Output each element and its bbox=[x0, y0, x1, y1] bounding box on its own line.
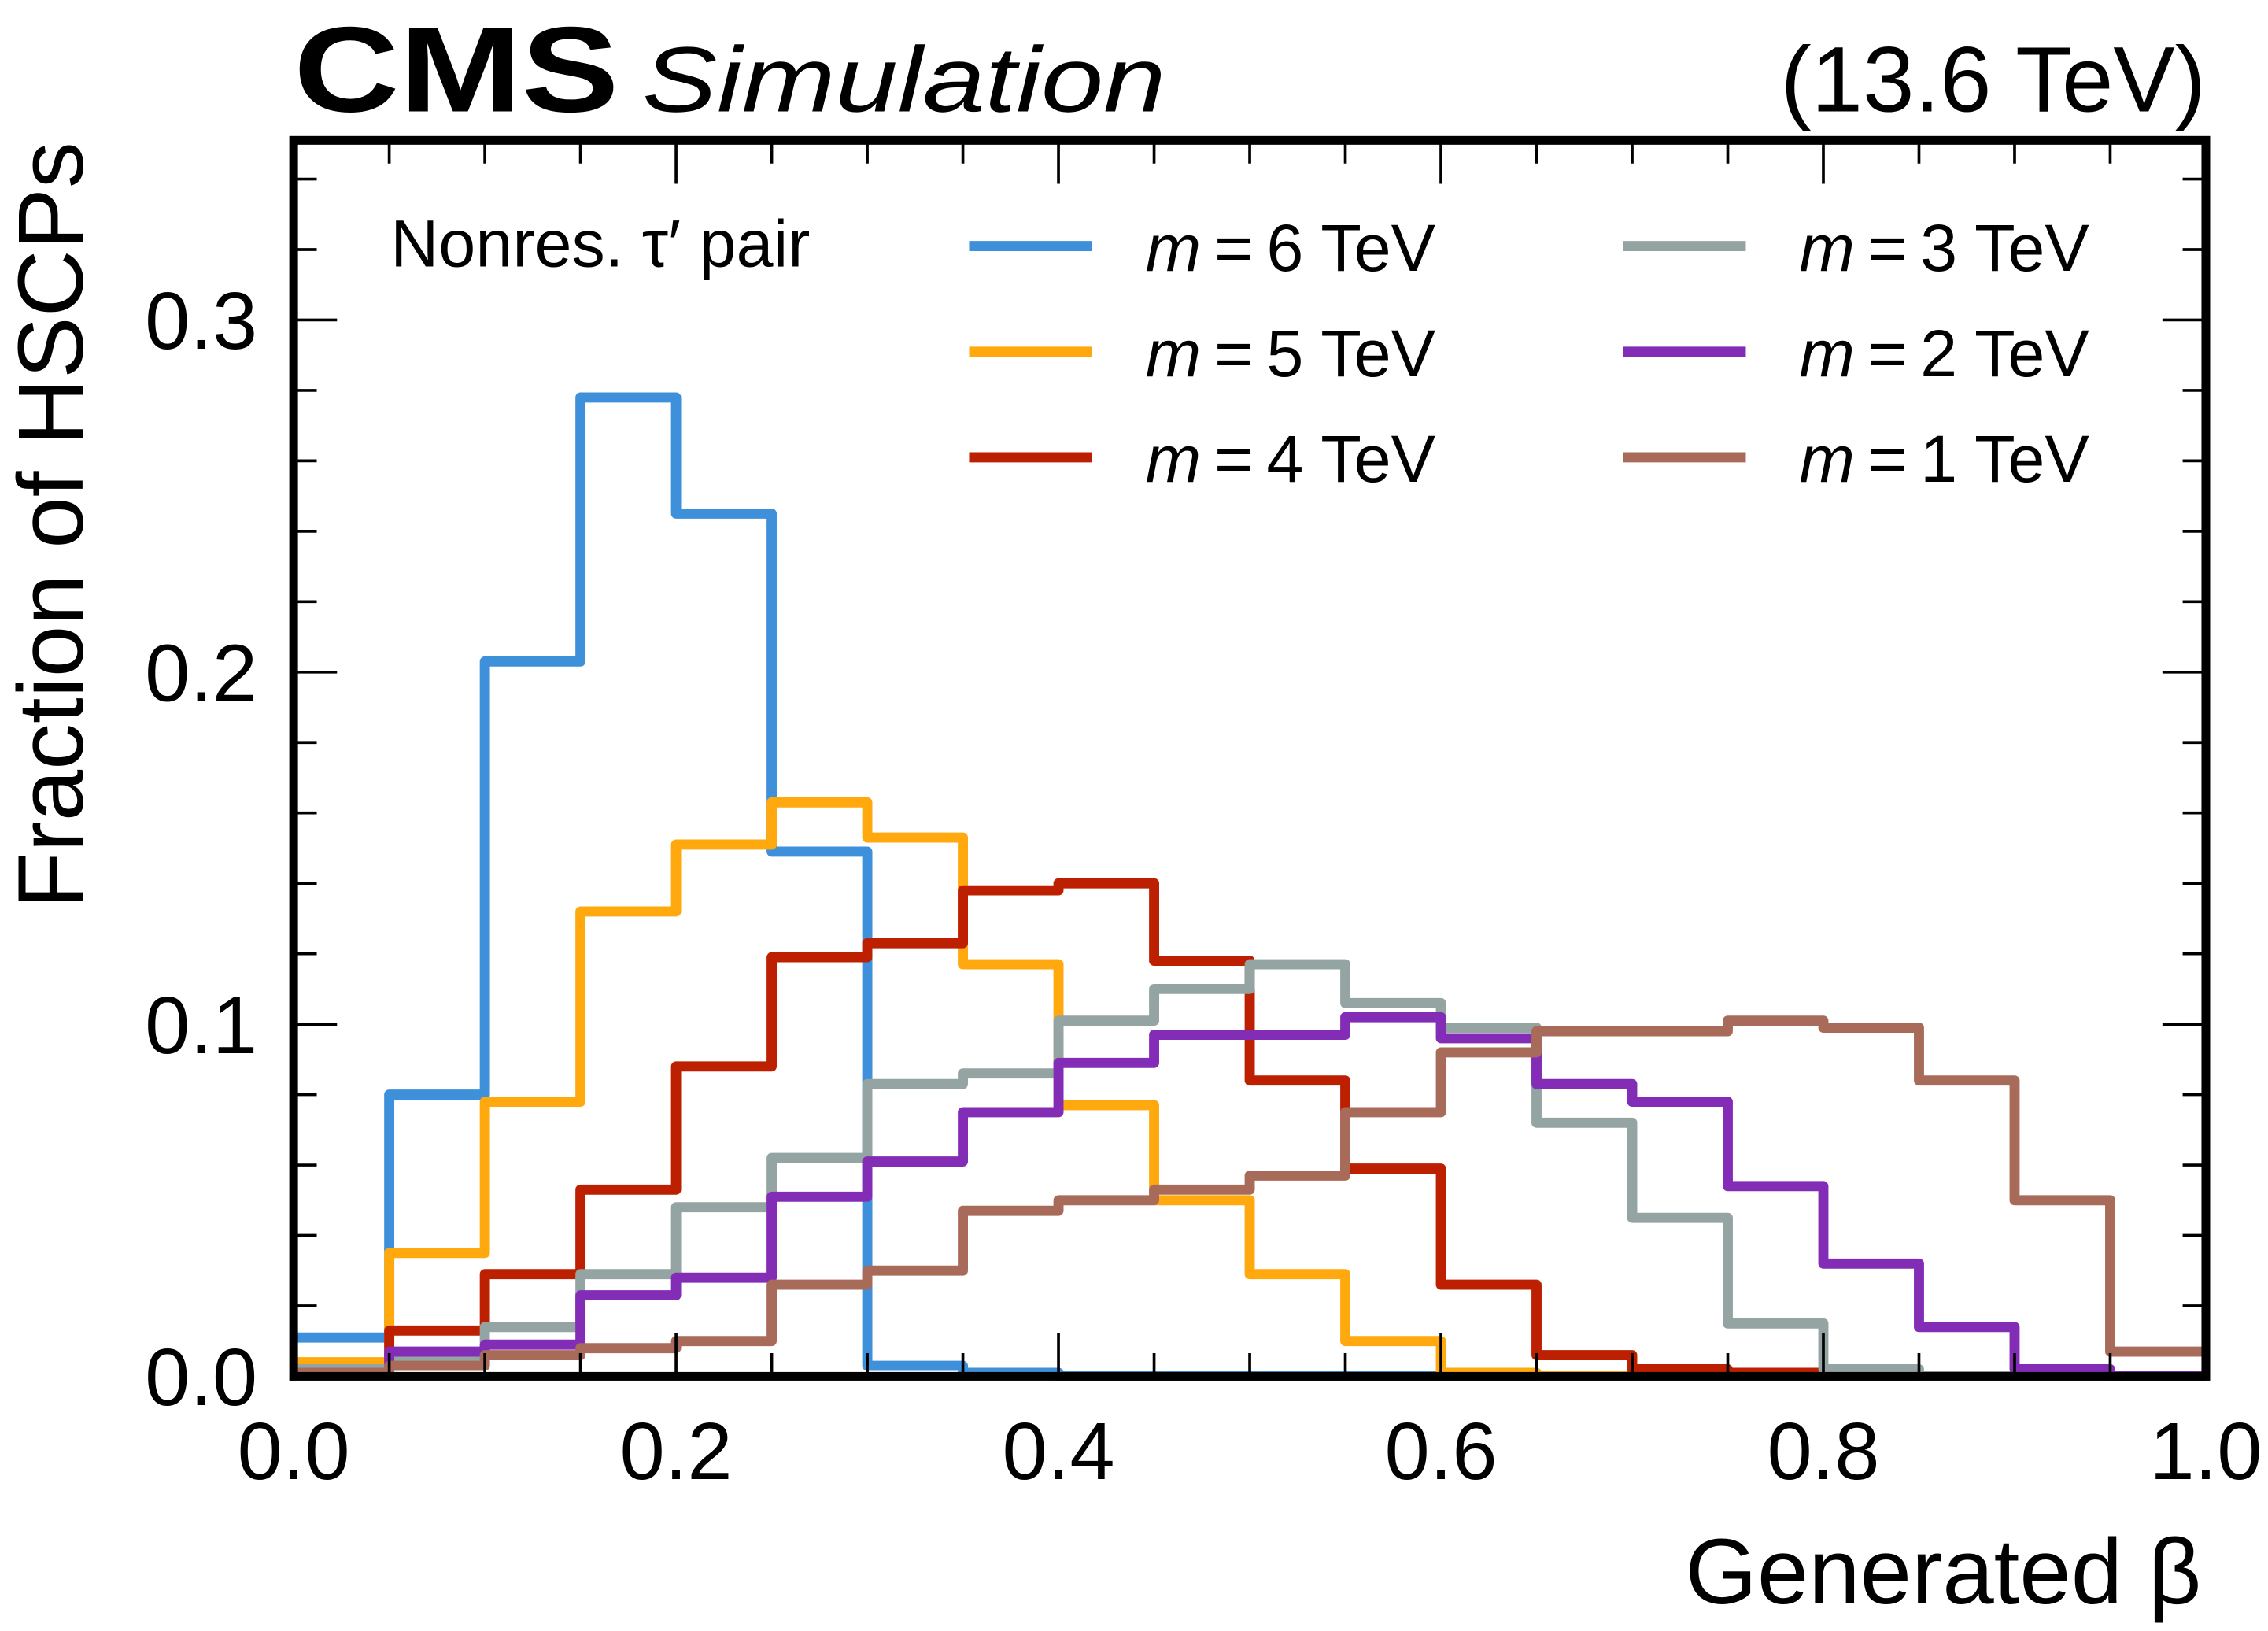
y-tick-label: 0.1 bbox=[145, 980, 257, 1071]
series-m-1-tev bbox=[294, 1015, 2206, 1378]
y-tick-label: 0.0 bbox=[145, 1332, 257, 1422]
y-tick-label: 0.3 bbox=[145, 276, 257, 366]
legend-label: m = 4 TeV bbox=[1146, 421, 1436, 496]
legend: m = 6 TeV m = 5 TeV m = 4 TeV m = 3 TeV m = … bbox=[969, 210, 2089, 496]
x-tick-label: 0.4 bbox=[1003, 1406, 1115, 1496]
legend-entry-m-1-tev: m = 1 TeV bbox=[1623, 421, 2089, 496]
x-tick-label: 0.0 bbox=[238, 1406, 350, 1496]
x-tick-labels: 0.0 0.2 0.4 0.6 0.8 1.0 bbox=[238, 1406, 2262, 1496]
legend-label: m = 3 TeV bbox=[1799, 210, 2089, 285]
legend-entry-m-6-tev: m = 6 TeV bbox=[969, 210, 1436, 285]
step-line bbox=[294, 1015, 2206, 1378]
x-tick-label: 0.8 bbox=[1767, 1406, 1879, 1496]
x-tick-label: 1.0 bbox=[2149, 1406, 2262, 1496]
y-tick-label: 0.2 bbox=[145, 628, 257, 719]
x-tick-label: 0.2 bbox=[620, 1406, 733, 1496]
legend-label: m = 6 TeV bbox=[1146, 210, 1436, 285]
legend-entry-m-3-tev: m = 3 TeV bbox=[1623, 210, 2089, 285]
status-label: Simulation bbox=[642, 28, 1165, 131]
step-line bbox=[294, 1012, 2206, 1381]
x-tick-label: 0.6 bbox=[1384, 1406, 1497, 1496]
plot-frame bbox=[289, 135, 2211, 1381]
series-m-2-tev bbox=[294, 1012, 2206, 1381]
series-layer bbox=[294, 392, 2206, 1381]
series-m-3-tev bbox=[294, 959, 2206, 1381]
experiment-label: CMS bbox=[294, 2, 619, 138]
legend-title: Nonres. τ′ pair bbox=[390, 205, 810, 280]
legend-label: m = 2 TeV bbox=[1799, 316, 2089, 390]
legend-entry-m-5-tev: m = 5 TeV bbox=[969, 316, 1436, 390]
x-axis-label: Generated β bbox=[1685, 1520, 2201, 1623]
energy-label: (13.6 TeV) bbox=[1781, 28, 2206, 131]
legend-entry-m-2-tev: m = 2 TeV bbox=[1623, 316, 2089, 390]
step-line bbox=[294, 959, 2206, 1381]
y-tick-labels: 0.0 0.1 0.2 0.3 bbox=[145, 276, 257, 1422]
legend-label: m = 5 TeV bbox=[1146, 316, 1436, 390]
legend-entry-m-4-tev: m = 4 TeV bbox=[969, 421, 1436, 496]
y-axis-label: Fraction of HSCPs bbox=[0, 142, 102, 908]
legend-label: m = 1 TeV bbox=[1799, 421, 2089, 496]
